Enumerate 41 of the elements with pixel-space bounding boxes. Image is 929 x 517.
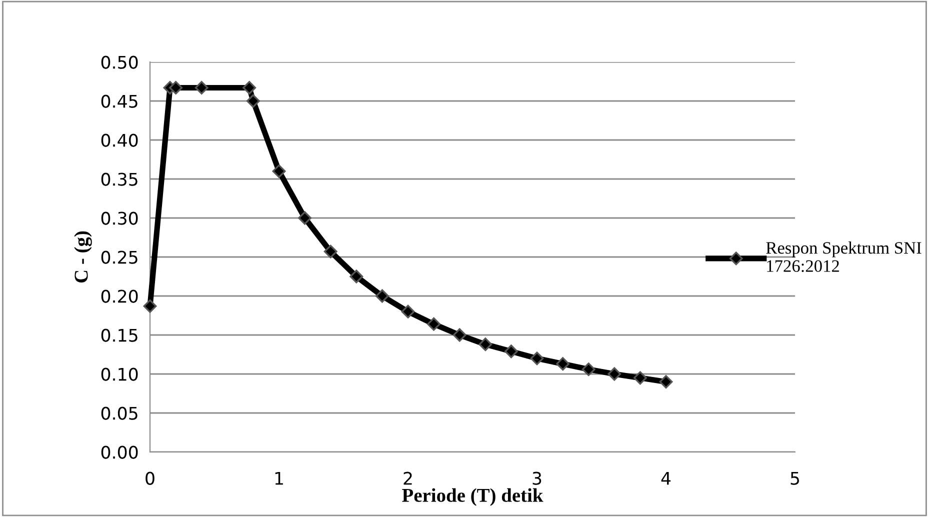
x-tick-label: 2 — [404, 472, 412, 485]
point — [194, 81, 208, 94]
y-tick-label: 0.00 — [101, 446, 138, 459]
point — [272, 164, 286, 178]
x-axis-title: Periode (T) detik — [402, 488, 544, 506]
legend-label: Respon Spektrum SNI 1726:2012 — [766, 242, 922, 272]
point — [452, 328, 466, 342]
y-tick-label: 0.30 — [101, 212, 138, 225]
point — [350, 270, 364, 284]
point — [478, 338, 492, 352]
point — [530, 352, 544, 366]
x-tick-label: 0 — [146, 472, 154, 485]
y-tick-label: 0.50 — [101, 56, 138, 69]
x-tick-label: 1 — [275, 472, 283, 485]
y-tick-label: 0.20 — [101, 290, 138, 303]
point — [298, 211, 312, 225]
y-tick-label: 0.25 — [101, 250, 138, 264]
point — [324, 244, 338, 258]
point — [169, 81, 183, 94]
point — [143, 299, 157, 313]
y-tick-label: 0.05 — [101, 406, 138, 420]
y-tick-label: 0.15 — [101, 328, 138, 342]
point — [608, 367, 622, 381]
point — [633, 371, 647, 385]
y-tick-label: 0.45 — [101, 94, 138, 108]
point — [375, 289, 389, 303]
point — [427, 317, 441, 331]
y-tick-label: 0.10 — [101, 368, 138, 381]
point — [246, 94, 260, 108]
point — [504, 344, 518, 358]
y-axis-title: C - (g) — [74, 231, 92, 283]
point — [242, 81, 256, 94]
x-tick-label: 3 — [532, 472, 542, 485]
x-tick-label: 4 — [661, 472, 671, 485]
point — [556, 357, 570, 371]
point — [659, 375, 673, 389]
point — [582, 362, 596, 376]
x-tick-label: 5 — [790, 472, 800, 485]
y-tick-label: 0.40 — [101, 134, 138, 147]
point — [401, 304, 415, 318]
y-tick-label: 0.35 — [101, 172, 138, 186]
